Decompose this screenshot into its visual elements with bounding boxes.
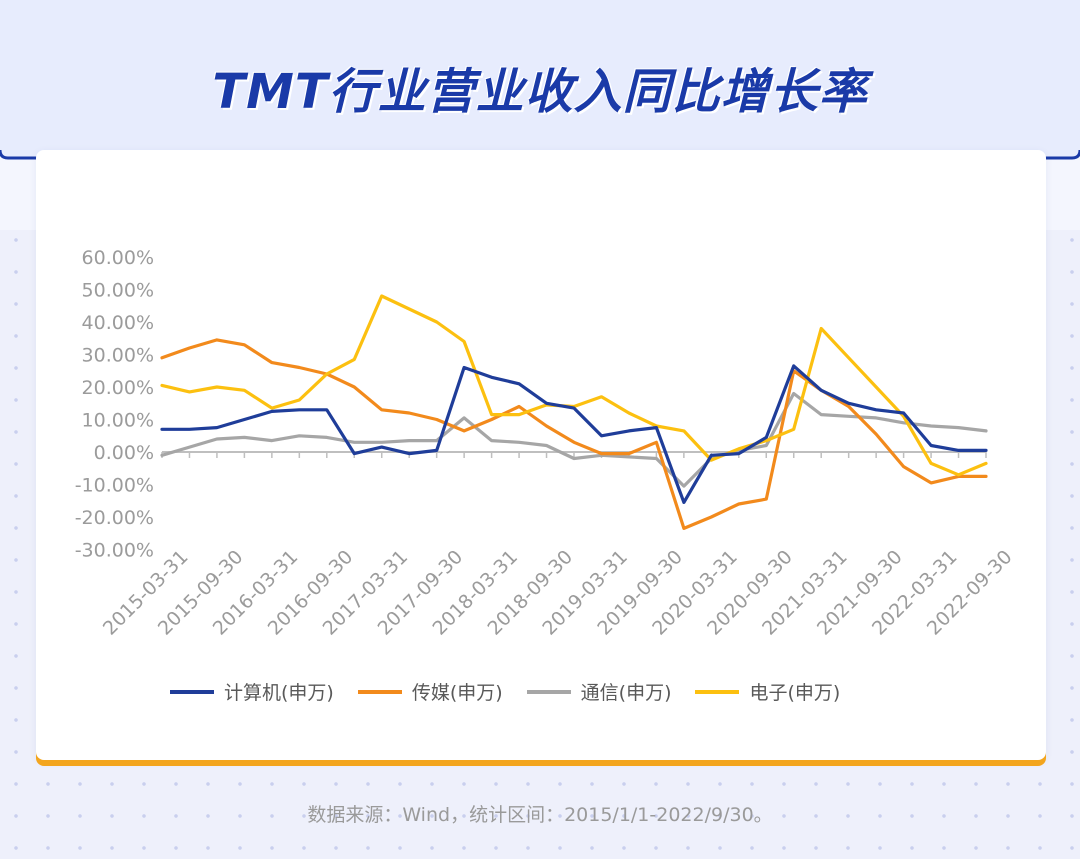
legend-item-telecom: 通信(申万) (526, 678, 672, 705)
legend-swatch-telecom (526, 689, 571, 694)
legend-item-electronics: 电子(申万) (695, 678, 840, 705)
page-title: TMT行业营业收入同比增长率 (212, 64, 868, 120)
legend-swatch-media (357, 689, 402, 694)
y-tick-label: -20.00% (75, 507, 154, 529)
legend-label-media: 传媒(申万) (411, 682, 503, 704)
series-line-media (160, 338, 988, 531)
y-tick-label: 20.00% (82, 377, 154, 399)
legend-item-media: 传媒(申万) (357, 678, 503, 705)
y-tick-label: 10.00% (82, 410, 154, 432)
y-tick-label: 50.00% (82, 280, 154, 302)
chart-card (36, 150, 1046, 760)
legend-label-electronics: 电子(申万) (749, 682, 841, 704)
legend-swatch-electronics (695, 689, 740, 694)
y-tick-label: 60.00% (82, 247, 154, 269)
legend-label-computer: 计算机(申万) (224, 682, 334, 704)
chart-legend: 计算机(申万) 传媒(申万) 通信(申万) 电子(申万) (170, 678, 864, 705)
y-tick-label: -10.00% (75, 475, 154, 497)
y-tick-label: 40.00% (82, 312, 154, 334)
legend-label-telecom: 通信(申万) (580, 682, 672, 704)
legend-swatch-computer (170, 689, 214, 694)
series-line-electronics (160, 294, 988, 477)
y-tick-label: -30.00% (75, 540, 154, 562)
source-note: 数据来源：Wind，统计区间：2015/1/1-2022/9/30。 (307, 804, 773, 826)
y-tick-label: 30.00% (82, 345, 154, 367)
legend-item-computer: 计算机(申万) (170, 678, 334, 705)
series-line-telecom (160, 391, 988, 488)
y-tick-label: 0.00% (94, 442, 154, 464)
series-line-computer (160, 364, 988, 504)
